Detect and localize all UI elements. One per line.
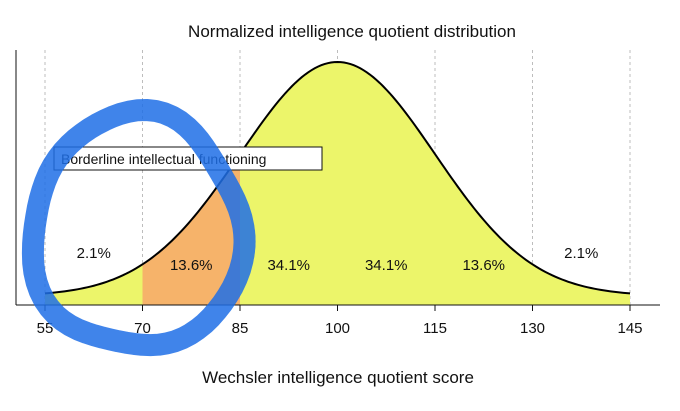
x-tick-label-55: 55: [37, 320, 54, 337]
x-tick-label-115: 115: [423, 320, 447, 337]
x-tick-label-100: 100: [325, 320, 350, 337]
annotation-text: Borderline intellectual functioning: [61, 151, 266, 167]
band-area-4: [435, 154, 533, 305]
x-tick-label-130: 130: [520, 320, 545, 337]
x-tick-label-145: 145: [617, 320, 642, 337]
bell-curve-line: [44, 60, 631, 295]
band-area-1: [142, 154, 240, 305]
band-label-5: 2.1%: [564, 245, 598, 262]
band-label-3: 34.1%: [365, 257, 408, 274]
band-area-5: [532, 264, 630, 305]
curve-group: [44, 60, 631, 295]
band-label-1: 13.6%: [170, 257, 213, 274]
x-ticks: 55 70 85 100 115 130 145: [37, 305, 643, 337]
band-label-4: 13.6%: [462, 257, 505, 274]
x-tick-label-85: 85: [232, 320, 249, 337]
chart-title: Normalized intelligence quotient distrib…: [188, 22, 516, 41]
band-area-2: [240, 62, 338, 305]
band-label-0: 2.1%: [77, 245, 111, 262]
band-label-2: 34.1%: [267, 257, 310, 274]
band-area-0: [45, 264, 143, 305]
band-area-3: [337, 62, 435, 305]
x-axis-label: Wechsler intelligence quotient score: [202, 368, 474, 387]
hand-drawn-circle: [21, 99, 256, 357]
band-areas: [45, 62, 630, 305]
borderline-annotation: Borderline intellectual functioning: [53, 146, 323, 171]
x-tick-label-70: 70: [134, 320, 151, 337]
band-percent-labels: 2.1% 13.6% 34.1% 34.1% 13.6% 2.1%: [77, 245, 599, 274]
